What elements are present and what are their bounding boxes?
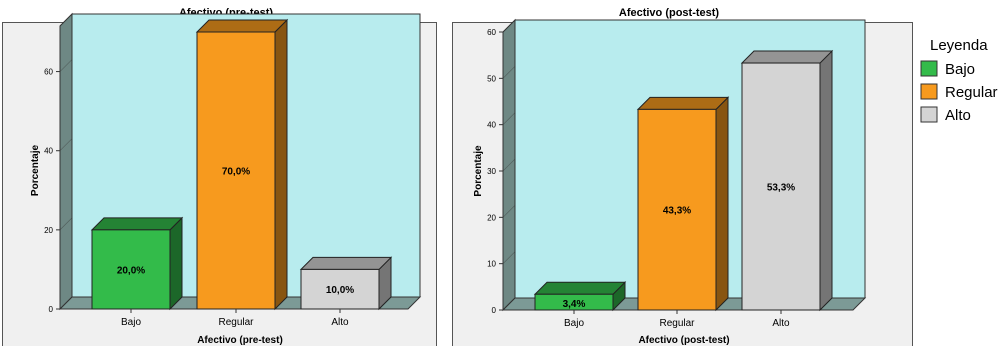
x-tick-label: Regular: [659, 318, 695, 329]
y-axis-label: Porcentaje: [473, 145, 484, 197]
bar-data-label: 43,3%: [663, 206, 691, 217]
x-tick-label: Regular: [218, 317, 254, 328]
chart-pre-test: Afectivo (pre-test) 0 20 40 60 Porcentaje 20,0…: [2, 7, 437, 351]
y-tick-diag: [502, 297, 516, 311]
bar-top: [299, 256, 393, 270]
y-tick-diag: [59, 59, 73, 72]
bar-top: [740, 50, 834, 64]
y-tick-label: 20: [44, 226, 53, 235]
legend-swatch-alto: [920, 106, 938, 123]
chart-post-test: Afectivo (post-test) 0 10 20 30 40 50 60 Porcent…: [452, 7, 913, 351]
bar-data-label: 20,0%: [117, 265, 145, 276]
legend: Leyenda Bajo Regular Alto: [920, 37, 998, 124]
y-tick-label: 10: [487, 260, 496, 269]
y-tick-diag: [502, 158, 516, 172]
x-tick-label: Alto: [772, 318, 790, 329]
y-tick-label: 50: [487, 74, 496, 83]
y-tick-diag: [502, 66, 516, 79]
x-tick-label: Bajo: [564, 318, 584, 329]
y-tick-label: 30: [487, 167, 496, 176]
y-tick-label: 20: [487, 213, 496, 222]
y-tick-label: 60: [44, 68, 53, 77]
plot-side-wall: [59, 12, 73, 311]
bar-side: [819, 49, 833, 312]
y-tick-diag: [502, 112, 516, 125]
legend-label-regular: Regular: [945, 84, 998, 101]
bar-data-label: 53,3%: [767, 183, 795, 194]
legend-swatch-regular: [920, 83, 938, 100]
chart-title: Afectivo (post-test): [619, 7, 720, 19]
y-tick-diag: [59, 217, 73, 231]
bar-bajo: 3,4%: [533, 281, 627, 312]
legend-label-bajo: Bajo: [945, 61, 975, 78]
y-tick-diag: [59, 296, 73, 310]
y-axis-label: Porcentaje: [30, 144, 41, 196]
legend-label-alto: Alto: [945, 107, 971, 124]
bar-side: [274, 18, 288, 311]
y-tick-label: 0: [492, 306, 497, 315]
y-tick-label: 60: [487, 28, 496, 37]
y-tick-diag: [502, 205, 516, 218]
bar-regular: 70,0%: [195, 18, 289, 311]
bar-top: [636, 96, 730, 110]
y-tick-diag: [502, 19, 516, 33]
legend-title: Leyenda: [930, 37, 988, 54]
bar-data-label: 70,0%: [222, 167, 250, 178]
bar-front: [637, 108, 717, 311]
legend-swatch-bajo: [920, 60, 938, 77]
y-tick-label: 40: [44, 147, 53, 156]
x-tick-label: Bajo: [121, 317, 141, 328]
bar-alto: 10,0%: [299, 256, 393, 311]
bar-front: [91, 229, 171, 310]
bar-front: [196, 31, 276, 310]
x-tick-label: Alto: [331, 317, 349, 328]
y-tick-label: 0: [49, 305, 54, 314]
y-tick-diag: [502, 251, 516, 264]
bar-alto: 53,3%: [740, 49, 834, 312]
x-axis-label: Afectivo (post-test): [638, 335, 729, 346]
bar-top: [195, 19, 289, 33]
bar-data-label: 3,4%: [563, 299, 586, 310]
bar-bajo: 20,0%: [90, 216, 184, 311]
bar-side: [715, 96, 729, 312]
x-axis-label: Afectivo (pre-test): [197, 335, 283, 346]
bar-front: [300, 268, 380, 310]
bar-front: [741, 62, 821, 311]
bar-data-label: 10,0%: [326, 285, 354, 296]
bar-regular: 43,3%: [636, 96, 730, 312]
bar-side: [169, 216, 183, 311]
bar-top: [533, 281, 627, 295]
y-tick-diag: [59, 138, 73, 151]
bar-top: [90, 217, 184, 231]
y-tick-label: 40: [487, 121, 496, 130]
